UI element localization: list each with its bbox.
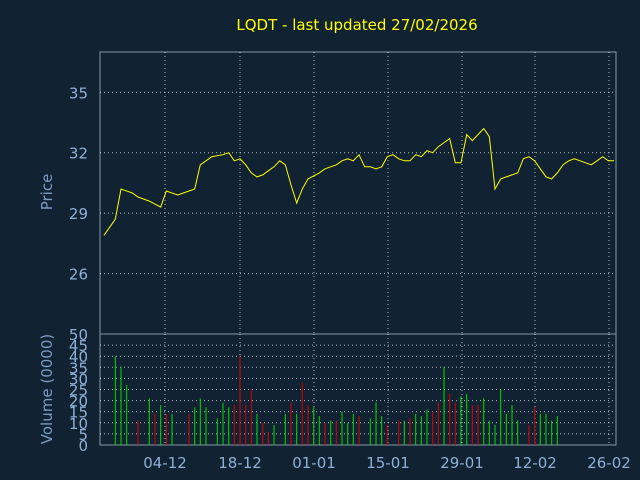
- chart-title: LQDT - last updated 27/02/2026: [236, 16, 477, 34]
- volume-tick-label: 20: [69, 393, 88, 411]
- volume-axis-label: Volume (0000): [38, 334, 56, 444]
- price-tick-label: 26: [69, 266, 88, 284]
- x-tick-label: 18-12: [218, 454, 262, 472]
- volume-tick-label: 5: [78, 426, 88, 444]
- x-tick-label: 15-01: [366, 454, 410, 472]
- volume-tick-label: 45: [69, 337, 88, 355]
- volume-tick-label: 50: [69, 326, 88, 344]
- volume-tick-label: 25: [69, 382, 88, 400]
- x-tick-label: 26-02: [587, 454, 631, 472]
- x-tick-label: 12-02: [513, 454, 557, 472]
- x-tick-label: 29-01: [440, 454, 484, 472]
- volume-tick-label: 15: [69, 404, 88, 422]
- price-tick-label: 35: [69, 84, 88, 102]
- price-axis-label: Price: [38, 174, 56, 211]
- price-line: [103, 127, 614, 236]
- x-tick-label: 01-01: [292, 454, 336, 472]
- volume-tick-label: 40: [69, 348, 88, 366]
- x-axis: 04-12 18-12 01-01 15-01 29-01 12-02 26-02: [143, 454, 631, 472]
- volume-tick-label: 10: [69, 415, 88, 433]
- price-tick-label: 29: [69, 205, 88, 223]
- price-tick-label: 32: [69, 145, 88, 163]
- x-tick-label: 04-12: [143, 454, 187, 472]
- volume-tick-label: 0: [78, 437, 88, 455]
- volume-tick-label: 35: [69, 359, 88, 377]
- volume-tick-label: 30: [69, 370, 88, 388]
